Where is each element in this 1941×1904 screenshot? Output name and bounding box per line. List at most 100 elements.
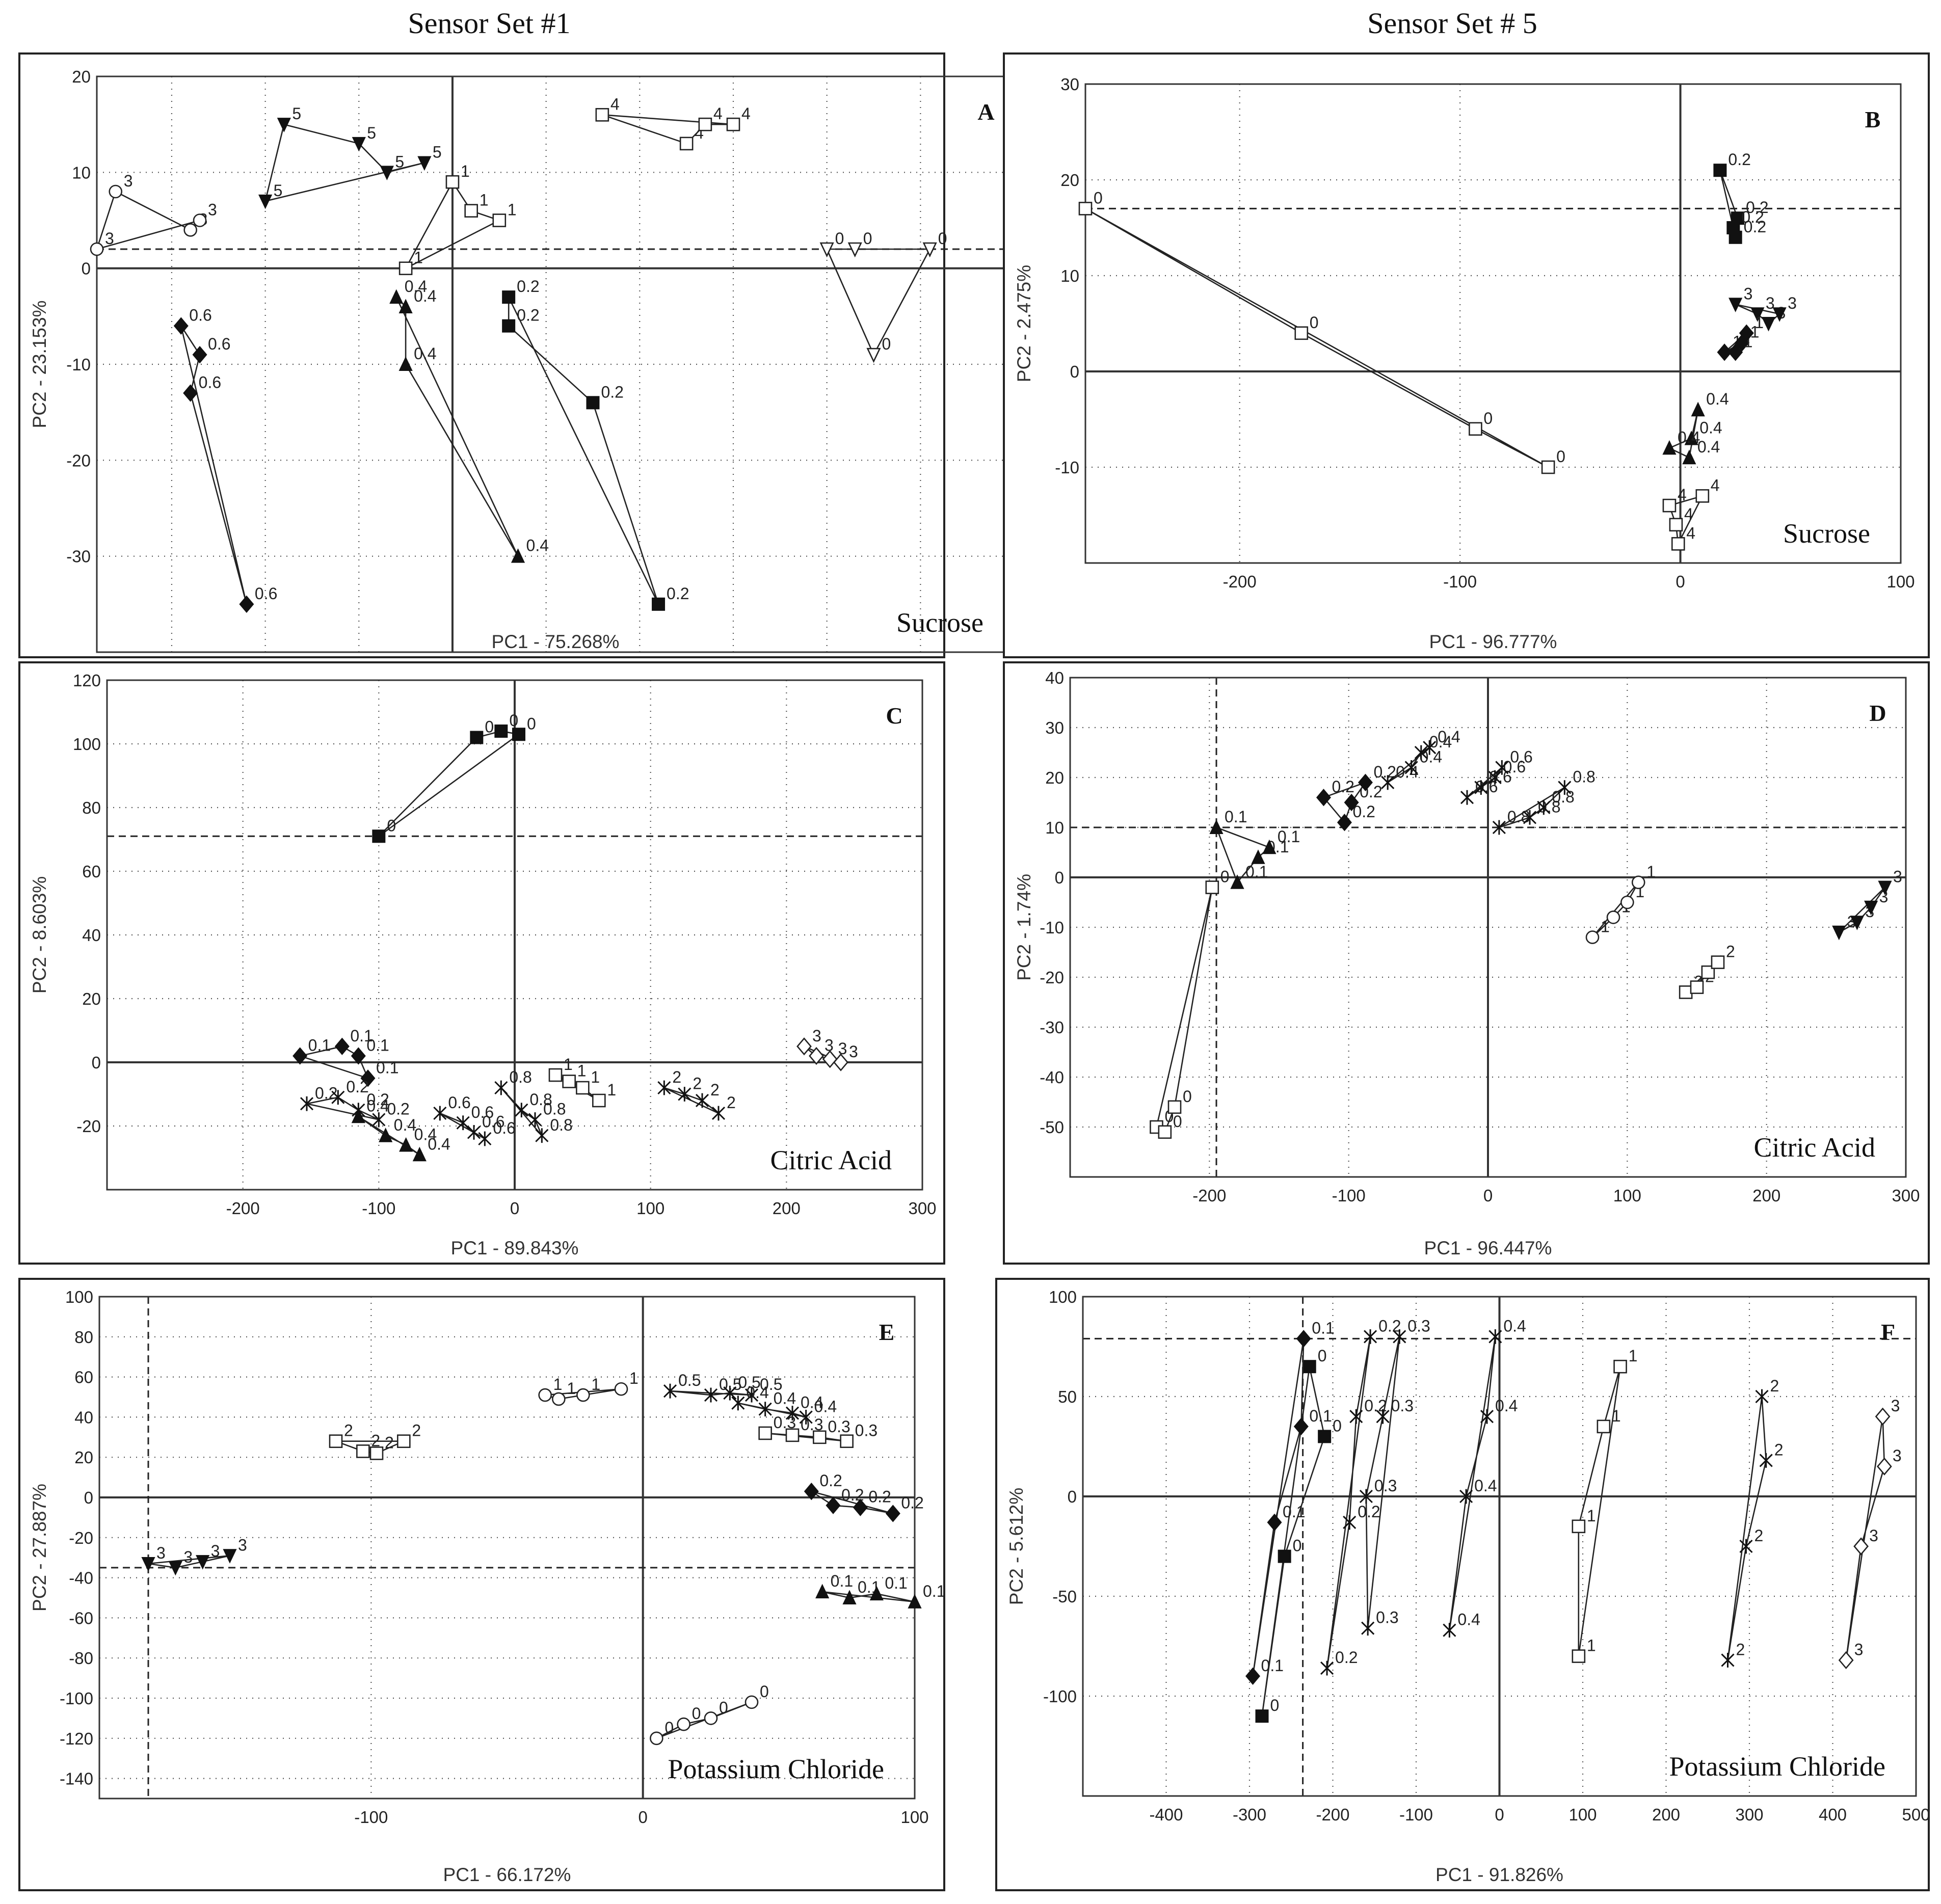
data-point-label: 0.2 <box>517 306 539 325</box>
data-point <box>1691 401 1705 417</box>
data-point <box>1838 1651 1854 1670</box>
data-point <box>1713 164 1727 177</box>
data-point-label: 2 <box>371 1431 380 1450</box>
data-point <box>614 1382 628 1396</box>
y-tick-label: 60 <box>82 862 101 881</box>
x-tick-label: 100 <box>636 1199 664 1218</box>
y-tick-label: 0 <box>1055 868 1064 887</box>
y-tick-label: 50 <box>1058 1387 1077 1406</box>
data-point-label: 0.4 <box>1438 728 1460 746</box>
data-point <box>1078 202 1093 216</box>
data-point <box>183 223 197 237</box>
data-point <box>1878 880 1892 896</box>
y-tick-label: -100 <box>1043 1687 1077 1706</box>
data-point <box>726 117 740 131</box>
y-tick-label: 10 <box>72 163 91 182</box>
data-point-label: 3 <box>1854 1640 1864 1658</box>
panel-a: -30-20-100102030405060-30-20-1001020PC1 … <box>18 52 1023 680</box>
data-point <box>494 725 508 738</box>
data-point-label: 2 <box>385 1433 394 1452</box>
x-tick-label: 200 <box>773 1199 801 1218</box>
x-tick-label: 200 <box>1752 1186 1780 1205</box>
y-tick-label: 0 <box>92 1053 101 1072</box>
data-point <box>842 1590 857 1604</box>
data-point <box>168 1561 182 1576</box>
data-point <box>758 1402 772 1417</box>
x-tick-label: 0 <box>1495 1805 1504 1824</box>
data-point <box>173 317 189 335</box>
y-tick-label: 20 <box>1045 768 1064 787</box>
data-point-label: 0.1 <box>350 1027 373 1045</box>
y-tick-label: -10 <box>1040 918 1064 937</box>
data-point <box>1167 1100 1182 1114</box>
data-point <box>1349 1409 1363 1424</box>
x-tick-label: -100 <box>1332 1186 1366 1205</box>
data-point <box>372 1112 386 1127</box>
data-point <box>1669 518 1683 532</box>
data-point-label: 3 <box>1788 294 1797 312</box>
data-point <box>704 1711 718 1725</box>
data-point-label: 0.4 <box>1457 1611 1480 1629</box>
data-point <box>822 1050 838 1068</box>
data-point-label: 1 <box>553 1375 563 1393</box>
data-point-label: 0.5 <box>760 1375 782 1393</box>
panel-title: Sucrose <box>896 607 983 638</box>
y-tick-label: 100 <box>73 735 101 754</box>
data-point <box>1293 1417 1309 1435</box>
data-point-label: 0 <box>835 229 844 248</box>
data-point-label: 1 <box>461 162 470 180</box>
data-point <box>511 548 525 563</box>
data-point-label: 3 <box>838 1039 847 1058</box>
data-point-label: 0.4 <box>394 1116 416 1134</box>
data-point <box>1245 1667 1261 1685</box>
data-point-label: 0.4 <box>774 1389 796 1408</box>
data-point <box>815 1584 830 1599</box>
x-tick-label: 200 <box>1652 1805 1680 1824</box>
x-tick-label: 0 <box>1483 1186 1493 1205</box>
data-point <box>679 137 694 151</box>
data-point-label: 5 <box>395 152 404 171</box>
data-point <box>1488 1329 1502 1344</box>
data-point-label: 0.8 <box>529 1090 552 1109</box>
y-tick-label: -140 <box>60 1769 93 1788</box>
data-point-label: 0.2 <box>366 1090 389 1109</box>
data-point <box>1302 1360 1316 1374</box>
data-point <box>492 213 507 227</box>
data-point <box>1597 1419 1611 1434</box>
data-point-label: 2 <box>1770 1377 1779 1395</box>
data-point-label: 0.5 <box>738 1373 760 1391</box>
data-point-label: 3 <box>1869 1526 1878 1545</box>
data-point-label: 0.6 <box>482 1113 504 1131</box>
data-point <box>369 1446 384 1460</box>
data-point <box>799 1410 813 1425</box>
data-point <box>1523 810 1537 825</box>
x-tick-label: 100 <box>1886 572 1915 591</box>
data-point <box>885 1505 900 1522</box>
data-point-label: 1 <box>508 201 517 219</box>
data-point-label: 0 <box>1173 1112 1182 1131</box>
y-tick-label: -50 <box>1040 1118 1064 1137</box>
plot-area <box>1082 1296 1917 1797</box>
y-tick-label: 20 <box>74 1448 93 1467</box>
data-point-label: 3 <box>1893 868 1902 886</box>
data-point <box>1495 760 1509 775</box>
data-point-label: 0 <box>863 229 872 248</box>
data-point-label: 0.2 <box>1332 777 1354 796</box>
panel-letter: E <box>879 1319 895 1345</box>
data-point-label: 3 <box>211 1542 220 1560</box>
data-point-label: 0.4 <box>1678 428 1700 446</box>
data-point <box>1278 1549 1291 1563</box>
data-point <box>677 1717 690 1731</box>
data-point-label: 0.1 <box>1312 1319 1334 1337</box>
data-point <box>1832 925 1846 941</box>
panel-title: Citric Acid <box>1754 1132 1875 1163</box>
